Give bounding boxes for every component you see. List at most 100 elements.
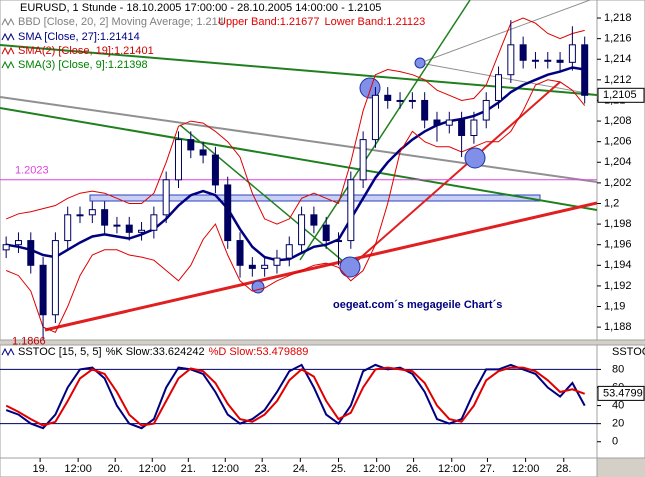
trend-line [419, 0, 591, 64]
legend-label: SMA(3) [Close, 9]:1.21398 [18, 59, 148, 71]
x-tick-label: 12:00 [512, 463, 540, 475]
price-plot [0, 17, 597, 340]
indicator-label: BBD [Close, 20, 2] Moving Average; 1.214 [18, 16, 224, 28]
oscillator-line [5, 366, 586, 427]
oscillator-title: SSTOC [15, 5, 5] [18, 346, 102, 358]
candle-body [14, 240, 22, 246]
legend-icon [1, 347, 15, 357]
legend-icon [1, 46, 15, 56]
zone-rectangle [89, 194, 541, 202]
candle-body [285, 244, 293, 259]
candle-body [298, 214, 306, 246]
x-tick-label: 12:00 [438, 463, 466, 475]
x-tick-label: 12:00 [139, 463, 167, 475]
y-tick-label: 1,212 [604, 74, 632, 86]
candle-body [507, 44, 515, 76]
candle-body [556, 59, 564, 63]
y-tick-label: 20 [612, 418, 624, 430]
x-tick-label: 12:00 [363, 463, 391, 475]
candle-body [174, 139, 182, 181]
candle-body [27, 240, 35, 266]
candle-body [531, 59, 539, 62]
candle-body [408, 99, 416, 102]
y-tick-label: 1,216 [604, 33, 632, 45]
trend-line [44, 201, 597, 332]
y-tick-label: 1,202 [604, 177, 632, 189]
candle-body [51, 240, 59, 316]
candle-body [64, 214, 72, 242]
y-tick-label: 1,192 [604, 280, 632, 292]
oscillator-panel [0, 344, 598, 459]
legend-label: SMA [Close, 27]:1.21414 [18, 31, 140, 43]
y-tick-label: 1,188 [604, 321, 632, 333]
candle-body [544, 59, 552, 62]
candle-body [581, 44, 589, 96]
trend-line [179, 124, 351, 268]
legend-icon [1, 60, 15, 70]
marker-circle [339, 256, 361, 278]
x-tick-label: 23. [255, 463, 270, 475]
horizontal-line-label: 1.2023 [15, 165, 49, 177]
trend-line [349, 81, 561, 268]
candle-body [248, 264, 256, 269]
axis-label: SSTOC [612, 346, 645, 358]
candle-body [433, 119, 441, 126]
annotation: oegeat.com´s megageile Chart´s [333, 299, 502, 311]
marker-circle [414, 57, 426, 69]
candle-body [273, 257, 281, 266]
y-tick-label: 1,208 [604, 115, 632, 127]
x-tick-label: 21. [181, 463, 196, 475]
y-tick-label: 1,204 [604, 156, 632, 168]
candle-body [371, 94, 379, 141]
candle-body [125, 224, 133, 233]
trend-line [0, 96, 597, 183]
candle-body [39, 264, 47, 316]
x-tick-label: 19. [32, 463, 47, 475]
legend-label: Upper Band:1.21677 [218, 16, 320, 28]
candle-body [482, 99, 490, 121]
y-tick-label: 40 [612, 399, 624, 411]
low-label: 1.1866 [12, 335, 46, 347]
candle-body [495, 74, 503, 101]
oscillator-line [5, 363, 586, 430]
candle-body [335, 240, 343, 243]
y-tick-label: 1,196 [604, 239, 632, 251]
candle-body [187, 139, 195, 151]
legend-label: Lower Band:1.21123 [325, 16, 426, 28]
marker-circle [464, 147, 486, 169]
legend-icon [1, 32, 15, 42]
x-tick-label: 20. [108, 463, 123, 475]
candle-body [224, 184, 232, 242]
candle-body [445, 119, 453, 126]
candle-body [384, 94, 392, 101]
x-tick-label: 27. [480, 463, 495, 475]
candle-body [396, 99, 404, 102]
last-price-label: 1,2105 [603, 89, 637, 101]
candle-body [359, 139, 367, 181]
candle-body [113, 224, 121, 227]
y-tick-label: 1,19 [604, 300, 625, 312]
candle-body [470, 119, 478, 136]
drawings [0, 0, 597, 332]
candle-body [519, 44, 527, 61]
candle-body [322, 224, 330, 242]
candle-body [347, 179, 355, 242]
candle-body [261, 264, 269, 269]
candle-body [421, 99, 429, 121]
candle-body [199, 149, 207, 156]
candle-body [76, 214, 84, 217]
y-tick-label: 1,214 [604, 53, 632, 65]
candle-body [2, 244, 10, 251]
legend-label: SMA(2) [Close, 19]:1.21401 [18, 45, 154, 57]
legend-icon [1, 17, 15, 27]
candle-body [162, 179, 170, 216]
legend-label: %K Slow:33.624242 [106, 346, 205, 358]
legend-label: %D Slow:53.479889 [209, 346, 309, 358]
candle-body [236, 240, 244, 266]
last-value-box [597, 385, 645, 401]
y-tick-label: 0 [612, 436, 618, 448]
candle-body [88, 209, 96, 216]
y-tick-label: 1,218 [604, 12, 632, 24]
